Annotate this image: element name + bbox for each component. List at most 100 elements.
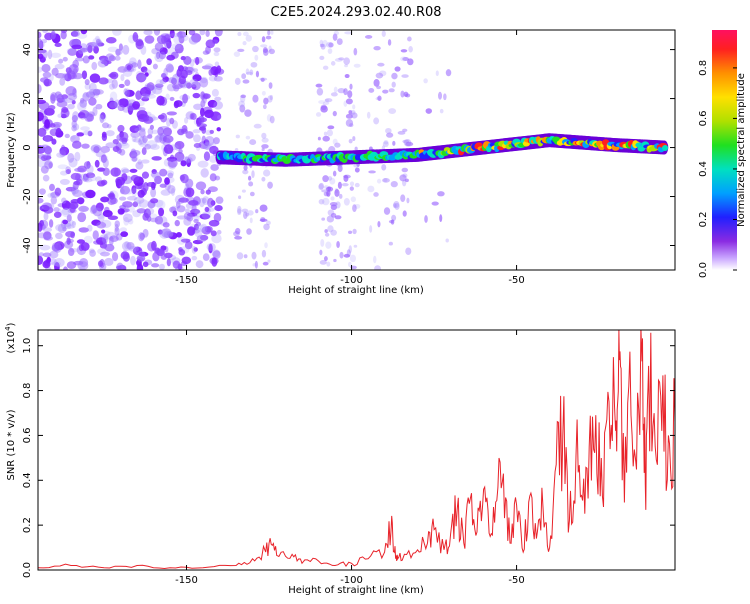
- heatmap-noise-cell: [131, 135, 137, 143]
- heatmap-noise-cell: [352, 136, 356, 141]
- heatmap-noise-cell: [261, 137, 269, 143]
- heatmap-noise-cell: [334, 58, 343, 62]
- heatmap-noise-cell: [199, 117, 207, 123]
- colorbar-gradient: [712, 30, 737, 270]
- heatmap-noise-cell: [117, 105, 125, 112]
- heatmap-noise-cell: [118, 83, 125, 88]
- heatmap-noise-cell: [50, 94, 56, 104]
- heatmap-noise-cell: [332, 33, 338, 41]
- heatmap-noise-cell: [379, 70, 387, 77]
- heatmap-noise-cell: [327, 225, 334, 233]
- heatmap-noise-cell: [111, 79, 118, 89]
- heatmap-noise-cell: [66, 261, 77, 270]
- heatmap-noise-cell: [169, 30, 175, 39]
- heatmap-noise-cell: [201, 65, 212, 70]
- heatmap-noise-cell: [60, 30, 67, 40]
- heatmap-noise-cell: [213, 100, 224, 110]
- heatmap-noise-cell: [178, 148, 183, 154]
- heatmap-noise-cell: [42, 252, 52, 258]
- heatmap-noise-cell: [95, 35, 100, 42]
- heatmap-noise-cell: [159, 228, 170, 239]
- heatmap-noise-cell: [71, 99, 76, 105]
- heatmap-noise-cell: [333, 258, 337, 263]
- heatmap-noise-cell: [327, 176, 333, 181]
- snr-frame: [37, 329, 676, 571]
- heatmap-noise-cell: [407, 36, 412, 42]
- heatmap-noise-cell: [195, 260, 204, 269]
- heatmap-noise-cell: [39, 77, 50, 83]
- heatmap-noise-cell: [373, 192, 379, 197]
- heatmap-noise-cell: [201, 226, 212, 235]
- heatmap-noise-cell: [241, 189, 246, 193]
- heatmap-noise-cell: [114, 227, 120, 236]
- heatmap-noise-cell: [167, 158, 178, 168]
- heatmap-noise-cell: [79, 257, 89, 268]
- heatmap-noise-cell: [83, 178, 93, 183]
- heatmap-noise-cell: [55, 127, 62, 137]
- heatmap-noise-cell: [137, 139, 143, 146]
- heatmap-noise-cell: [160, 112, 168, 123]
- heatmap-marks: [38, 30, 669, 270]
- heatmap-noise-cell: [138, 106, 146, 112]
- heatmap-noise-cell: [377, 62, 385, 67]
- heatmap-noise-cell: [249, 139, 257, 146]
- heatmap-noise-cell: [120, 142, 130, 149]
- heatmap-noise-cell: [173, 35, 181, 44]
- heatmap-noise-cell: [315, 83, 323, 88]
- heatmap-noise-cell: [39, 144, 51, 153]
- heatmap-noise-cell: [211, 257, 218, 267]
- heatmap-noise-cell: [238, 100, 246, 108]
- heatmap-noise-cell: [42, 174, 50, 182]
- heatmap-noise-cell: [138, 232, 145, 242]
- heatmap-noise-cell: [249, 191, 255, 197]
- heatmap-noise-cell: [194, 227, 203, 238]
- heatmap-noise-cell: [181, 256, 192, 265]
- heatmap-noise-cell: [400, 56, 408, 62]
- heatmap-noise-cell: [169, 32, 181, 38]
- heatmap-noise-cell: [137, 256, 144, 262]
- heatmap-noise-cell: [53, 211, 62, 218]
- heatmap-noise-cell: [43, 212, 49, 221]
- heatmap-noise-cell: [77, 212, 87, 223]
- heatmap-noise-cell: [80, 126, 90, 131]
- heatmap-noise-cell: [190, 223, 201, 228]
- heatmap-noise-cell: [49, 192, 55, 199]
- heatmap-noise-cell: [124, 188, 133, 195]
- heatmap-noise-cell: [78, 205, 89, 213]
- heatmap-noise-cell: [185, 187, 195, 198]
- heatmap-noise-cell: [346, 249, 351, 257]
- heatmap-noise-cell: [208, 219, 220, 227]
- heatmap-noise-cell: [350, 110, 356, 115]
- heatmap-noise-cell: [79, 264, 86, 270]
- heatmap-noise-cell: [104, 243, 115, 252]
- heatmap-noise-cell: [107, 100, 118, 110]
- heatmap-noise-cell: [261, 147, 265, 152]
- heatmap-noise-cell: [209, 173, 217, 182]
- heatmap-noise-cell: [261, 176, 266, 182]
- heatmap-noise-cell: [255, 209, 259, 214]
- heatmap-noise-cell: [61, 197, 67, 204]
- heatmap-noise-cell: [109, 235, 119, 243]
- heatmap-noise-cell: [135, 39, 144, 50]
- heatmap-noise-cell: [62, 266, 68, 270]
- heatmap-noise-cell: [382, 89, 389, 94]
- heatmap-noise-cell: [373, 255, 377, 264]
- heatmap-noise-cell: [92, 88, 101, 96]
- heatmap-noise-cell: [150, 171, 162, 178]
- heatmap-noise-cell: [439, 108, 444, 114]
- heatmap-noise-cell: [133, 138, 141, 143]
- heatmap-noise-cell: [61, 207, 71, 216]
- heatmap-noise-cell: [245, 34, 253, 42]
- heatmap-noise-cell: [349, 83, 353, 90]
- heatmap-noise-cell: [120, 231, 129, 238]
- heatmap-noise-cell: [150, 187, 157, 198]
- heatmap-noise-cell: [186, 82, 192, 89]
- heatmap-noise-cell: [124, 88, 130, 98]
- heatmap-noise-cell: [130, 255, 136, 266]
- heatmap-noise-cell: [166, 54, 176, 61]
- heatmap-noise-cell: [158, 263, 165, 270]
- heatmap-noise-cell: [109, 101, 118, 109]
- heatmap-noise-cell: [382, 141, 389, 148]
- heatmap-noise-cell: [425, 108, 433, 114]
- heatmap-noise-cell: [182, 93, 189, 104]
